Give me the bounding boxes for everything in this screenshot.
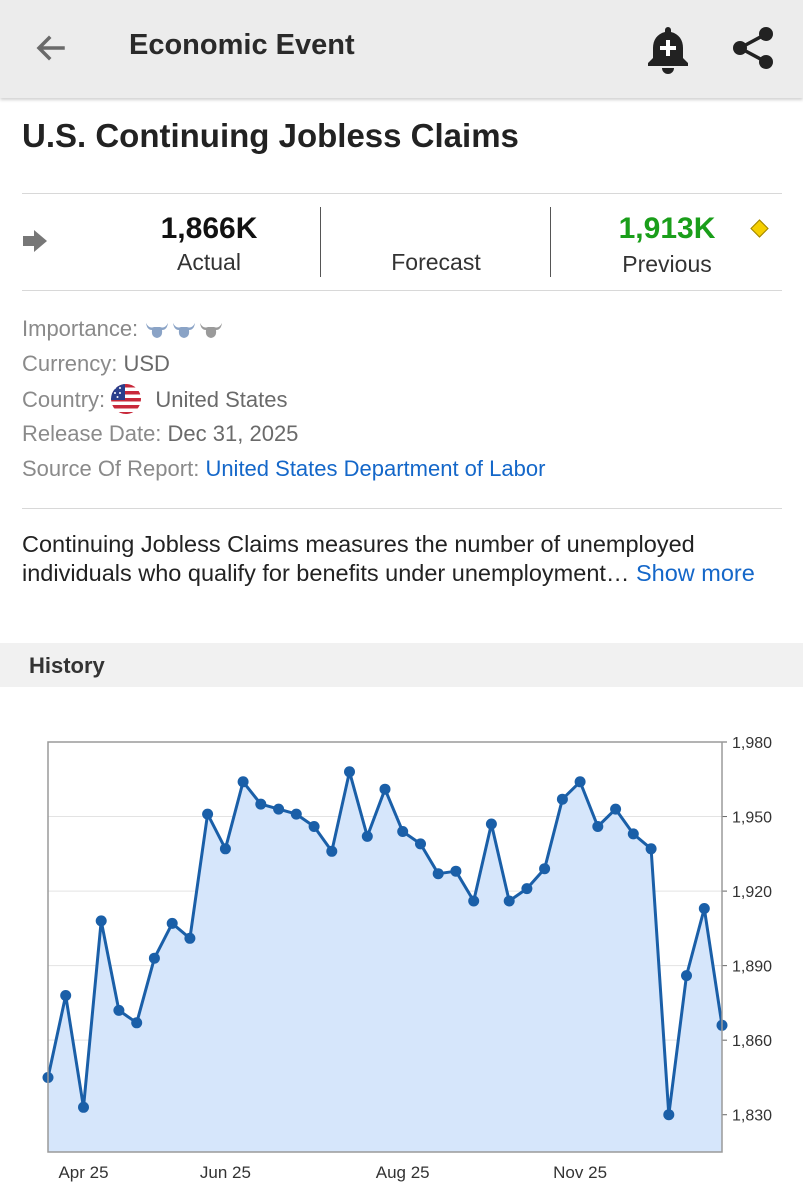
data-point [698, 903, 710, 914]
arrow-right-icon [23, 230, 47, 252]
data-point [592, 821, 604, 832]
x-tick-label: Aug 25 [376, 1163, 430, 1182]
x-tick-label: Apr 25 [58, 1163, 108, 1182]
y-tick-label: 1,920 [732, 884, 772, 901]
country-value: United States [155, 386, 288, 412]
history-chart[interactable]: 1,980 1,950 1,920 1,890 1,860 1,830 Apr 25 Jun … [0, 720, 803, 1190]
data-point [627, 828, 639, 840]
app-bar-title: Economic Event [129, 29, 355, 61]
actual-label: Actual [177, 249, 241, 275]
data-point [503, 895, 515, 907]
release-row: Release Date: Dec 31, 2025 [22, 421, 298, 447]
us-flag-icon [111, 384, 142, 414]
bell-plus-icon[interactable] [643, 23, 693, 75]
history-title: History [29, 653, 105, 678]
data-point [113, 1004, 125, 1016]
description-text: Continuing Jobless Claims measures the n… [22, 531, 695, 586]
country-row: Country: United States [22, 384, 288, 416]
data-point [556, 793, 568, 805]
arrow-back-icon[interactable] [30, 28, 70, 68]
data-point [95, 915, 107, 927]
source-row: Source Of Report: United States Departme… [22, 456, 545, 482]
share-icon[interactable] [730, 24, 776, 72]
data-point [290, 808, 302, 820]
stats-row: 1,866K Actual Forecast 1,913K Previous [22, 194, 782, 290]
event-description: Continuing Jobless Claims measures the n… [22, 530, 762, 588]
data-point [344, 766, 355, 778]
divider [22, 290, 782, 291]
data-point [361, 830, 373, 842]
data-point [468, 895, 480, 907]
data-point [521, 883, 533, 895]
release-label: Release Date: [22, 421, 162, 446]
country-label: Country: [22, 386, 106, 412]
data-point [539, 863, 551, 875]
divider [550, 207, 551, 277]
show-more-link[interactable]: Show more [635, 560, 755, 586]
data-point [273, 803, 285, 815]
y-tick-label: 1,980 [732, 735, 772, 752]
data-point [78, 1101, 89, 1113]
y-tick-label: 1,830 [732, 1108, 772, 1125]
data-point [166, 917, 178, 929]
data-point [237, 776, 249, 788]
event-title: U.S. Continuing Jobless Claims [22, 117, 519, 154]
data-point [610, 803, 622, 815]
data-point [379, 783, 391, 795]
data-point [326, 845, 338, 857]
previous-label: Previous [622, 251, 712, 277]
divider [22, 193, 782, 194]
data-point [450, 865, 462, 877]
data-point [663, 1109, 675, 1121]
data-point [432, 868, 444, 880]
actual-value: 1,866K [160, 212, 258, 245]
data-point [681, 970, 692, 982]
x-tick-label: Jun 25 [200, 1163, 251, 1182]
app-bar: Economic Event [0, 0, 803, 98]
release-value: Dec 31, 2025 [167, 421, 299, 446]
data-point [255, 798, 267, 810]
importance-label: Importance: [22, 316, 139, 341]
source-link[interactable]: United States Department of Labor [205, 456, 546, 481]
currency-row: Currency: USD [22, 351, 170, 377]
data-point [308, 821, 320, 832]
source-label: Source Of Report: [22, 456, 200, 481]
x-tick-label: Nov 25 [553, 1163, 607, 1182]
data-point [131, 1017, 143, 1029]
currency-label: Currency: [22, 351, 118, 376]
importance-row: Importance: [22, 316, 223, 342]
data-point [60, 990, 72, 1001]
data-point [645, 843, 657, 855]
divider [320, 207, 321, 277]
bull-rating-icon [146, 323, 223, 339]
previous-value: 1,913K [618, 212, 716, 245]
data-point [148, 952, 160, 964]
history-header: History [0, 643, 803, 687]
data-point [574, 776, 586, 788]
data-point [184, 932, 196, 944]
series-area [48, 771, 722, 1152]
data-point [397, 826, 409, 837]
y-tick-label: 1,890 [732, 959, 772, 976]
data-point [485, 818, 497, 830]
currency-value: USD [123, 351, 170, 376]
data-point [219, 843, 231, 855]
y-tick-label: 1,860 [732, 1033, 772, 1050]
divider [22, 508, 782, 509]
plot-frame [47, 741, 723, 1153]
y-tick-label: 1,950 [732, 810, 772, 827]
data-point [202, 808, 214, 820]
forecast-label: Forecast [391, 249, 481, 275]
data-point [415, 838, 426, 850]
